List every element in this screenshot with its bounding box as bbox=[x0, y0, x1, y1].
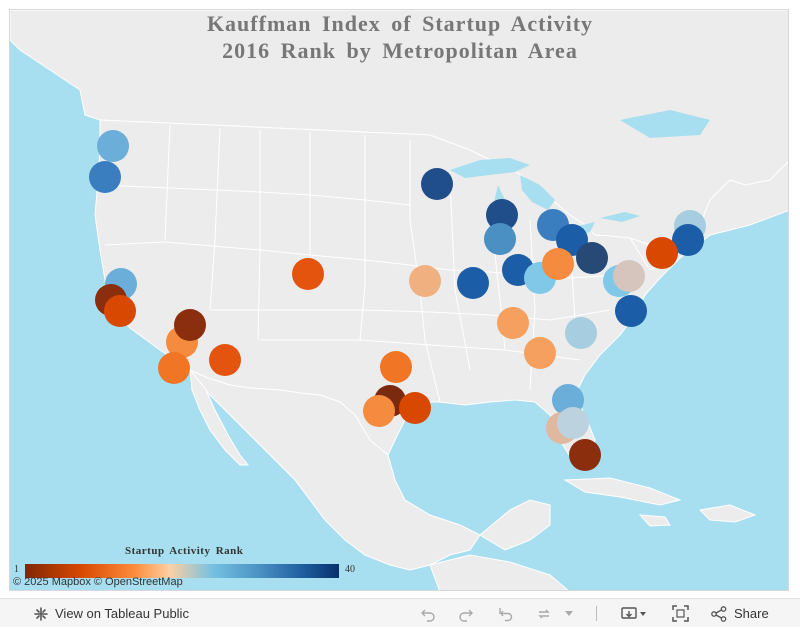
share-label: Share bbox=[734, 606, 769, 621]
map-attribution[interactable]: © 2025 Mapbox © OpenStreetMap bbox=[13, 576, 183, 588]
metro-marker[interactable] bbox=[292, 258, 324, 290]
metro-marker[interactable] bbox=[89, 161, 121, 193]
metro-marker[interactable] bbox=[613, 260, 645, 292]
dropdown-icon bbox=[565, 610, 573, 617]
metro-markers[interactable] bbox=[89, 130, 706, 471]
share-icon bbox=[711, 605, 727, 622]
metro-marker[interactable] bbox=[421, 168, 453, 200]
undo-icon bbox=[420, 606, 436, 622]
metro-marker[interactable] bbox=[615, 295, 647, 327]
metro-marker[interactable] bbox=[672, 224, 704, 256]
legend-gradient-bar bbox=[25, 564, 339, 578]
download-icon bbox=[621, 606, 647, 622]
toolbar-separator bbox=[596, 606, 597, 621]
fullscreen-icon bbox=[672, 605, 689, 622]
metro-marker[interactable] bbox=[399, 392, 431, 424]
metro-marker[interactable] bbox=[209, 344, 241, 376]
metro-marker[interactable] bbox=[557, 407, 589, 439]
refresh-dropdown[interactable] bbox=[565, 599, 573, 628]
state-borders bbox=[99, 124, 671, 403]
map-title: Kauffman Index of Startup Activity bbox=[206, 11, 594, 36]
legend-min-label: 1 bbox=[14, 564, 19, 575]
color-legend: Startup Activity Rank 1 40 bbox=[10, 545, 370, 585]
view-on-tableau-public-label: View on Tableau Public bbox=[55, 606, 189, 621]
metro-marker[interactable] bbox=[576, 242, 608, 274]
tableau-icon bbox=[33, 606, 49, 622]
download-button[interactable] bbox=[621, 599, 647, 628]
metro-marker[interactable] bbox=[565, 317, 597, 349]
revert-icon bbox=[498, 606, 514, 622]
metro-marker[interactable] bbox=[380, 351, 412, 383]
metro-marker[interactable] bbox=[524, 337, 556, 369]
redo-icon bbox=[458, 606, 474, 622]
refresh-button[interactable] bbox=[536, 599, 552, 628]
metro-marker[interactable] bbox=[484, 223, 516, 255]
metro-marker[interactable] bbox=[542, 248, 574, 280]
refresh-icon bbox=[536, 606, 552, 622]
metro-marker[interactable] bbox=[646, 237, 678, 269]
fullscreen-button[interactable] bbox=[672, 599, 689, 628]
legend-title: Startup Activity Rank bbox=[125, 545, 244, 557]
legend-max-label: 40 bbox=[345, 564, 355, 575]
metro-marker[interactable] bbox=[486, 199, 518, 231]
metro-marker[interactable] bbox=[457, 267, 489, 299]
metro-marker[interactable] bbox=[158, 352, 190, 384]
tableau-toolbar: View on Tableau Public Share bbox=[0, 598, 800, 627]
map-subtitle: 2016 Rank by Metropolitan Area bbox=[222, 38, 578, 63]
land bbox=[10, 10, 788, 590]
map-viz[interactable]: Kauffman Index of Startup Activity 2016 … bbox=[9, 9, 789, 591]
undo-button[interactable] bbox=[420, 599, 436, 628]
metro-marker[interactable] bbox=[174, 309, 206, 341]
metro-marker[interactable] bbox=[409, 265, 441, 297]
view-on-tableau-public-button[interactable]: View on Tableau Public bbox=[33, 599, 189, 628]
metro-marker[interactable] bbox=[363, 395, 395, 427]
share-button[interactable]: Share bbox=[711, 599, 769, 628]
redo-button[interactable] bbox=[458, 599, 474, 628]
metro-marker[interactable] bbox=[104, 295, 136, 327]
map-canvas[interactable] bbox=[10, 10, 789, 591]
metro-marker[interactable] bbox=[97, 130, 129, 162]
revert-button[interactable] bbox=[498, 599, 514, 628]
metro-marker[interactable] bbox=[497, 307, 529, 339]
metro-marker[interactable] bbox=[569, 439, 601, 471]
